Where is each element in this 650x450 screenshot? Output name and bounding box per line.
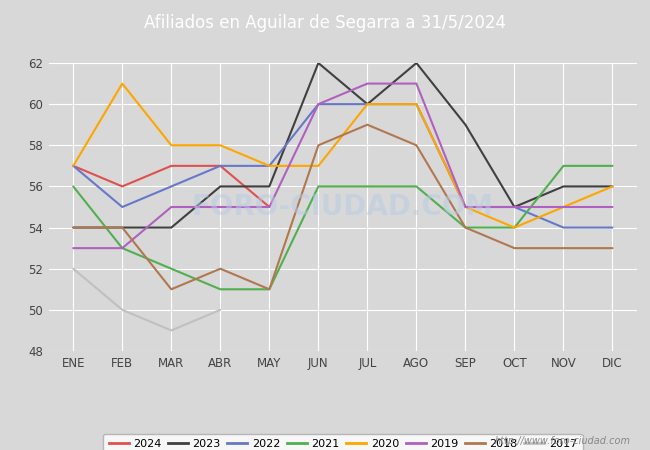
Text: FORO-CIUDAD.COM: FORO-CIUDAD.COM — [192, 193, 494, 221]
Legend: 2024, 2023, 2022, 2021, 2020, 2019, 2018, 2017: 2024, 2023, 2022, 2021, 2020, 2019, 2018… — [103, 434, 582, 450]
Text: Afiliados en Aguilar de Segarra a 31/5/2024: Afiliados en Aguilar de Segarra a 31/5/2… — [144, 14, 506, 32]
Text: http://www.foro-ciudad.com: http://www.foro-ciudad.com — [495, 436, 630, 446]
